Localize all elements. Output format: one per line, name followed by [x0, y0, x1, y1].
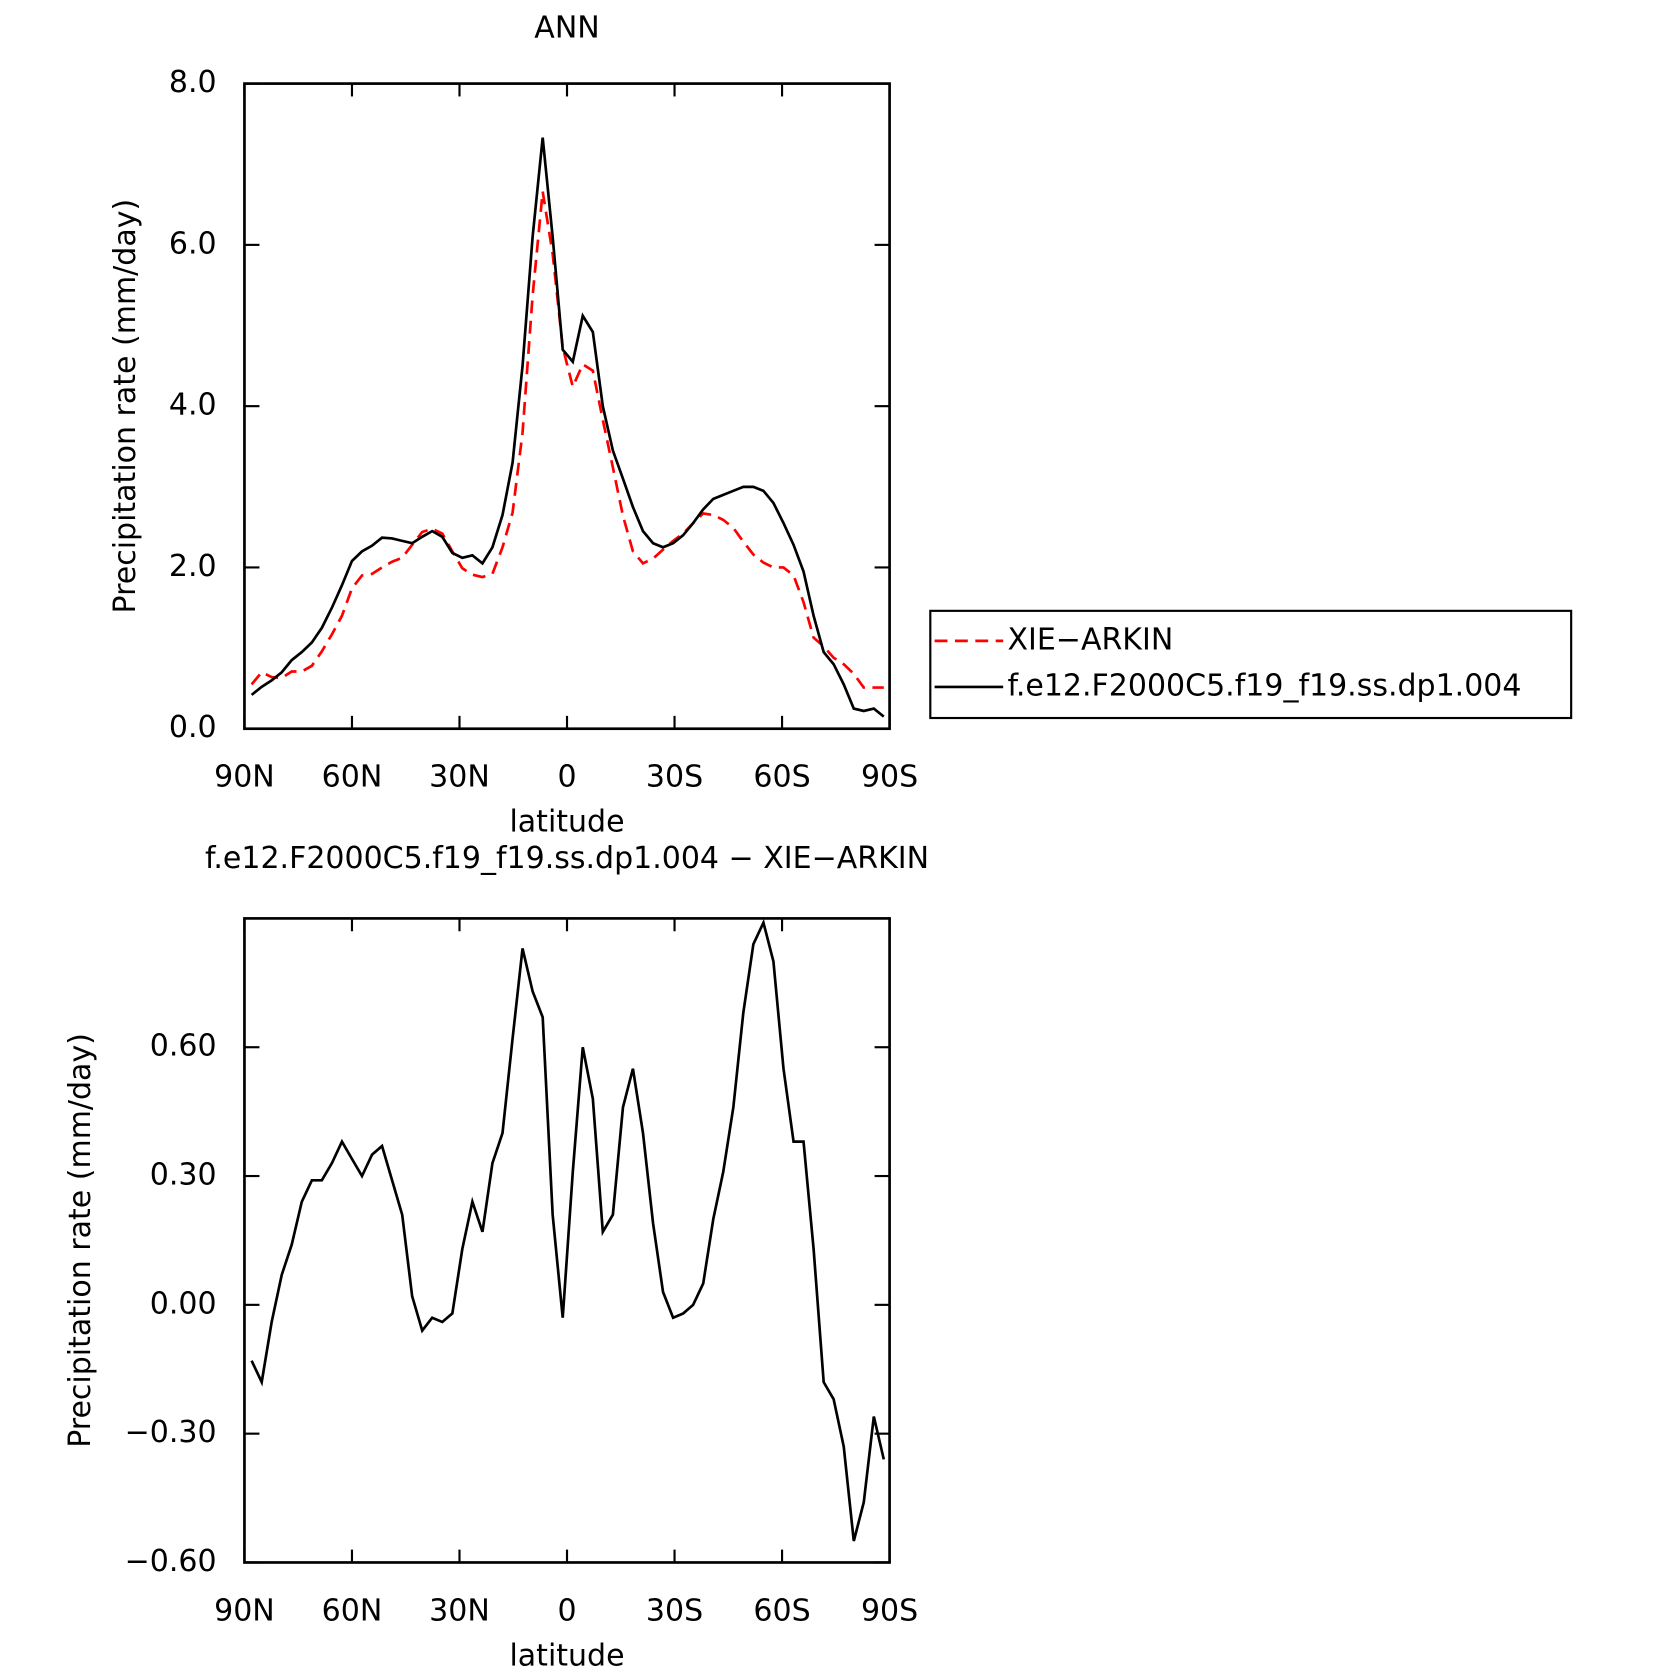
y-tick-label: 0.00 [150, 1286, 217, 1321]
legend-box [929, 609, 1573, 720]
y-tick-label: 0.60 [150, 1029, 217, 1064]
y-tick-label: 0.30 [150, 1158, 217, 1193]
x-axis-label: latitude [509, 805, 624, 840]
x-axis-label: latitude [509, 1638, 624, 1673]
x-tick-label: 60N [322, 760, 383, 795]
data-line [250, 918, 886, 1542]
x-tick-label: 60S [753, 1593, 810, 1628]
x-tick-label: 0 [557, 1593, 576, 1628]
plot-frame [243, 82, 891, 731]
x-tick-label: 30N [429, 760, 490, 795]
x-tick-label: 90S [861, 1593, 918, 1628]
x-tick-label: 30N [429, 1593, 490, 1628]
data-line [250, 191, 884, 689]
x-tick-label: 0 [557, 760, 576, 795]
x-tick-label: 90N [214, 1593, 275, 1628]
y-axis-label: Precipitation rate (mm/day) [108, 199, 143, 614]
x-tick-label: 30S [646, 760, 703, 795]
x-tick-label: 30S [646, 1593, 703, 1628]
y-axis-label: Precipitation rate (mm/day) [63, 1033, 98, 1448]
data-line [250, 137, 885, 718]
y-tick-label: 8.0 [169, 65, 217, 100]
y-tick-label: 0.0 [169, 710, 217, 745]
y-tick-label: 4.0 [169, 388, 217, 423]
legend-label: f.e12.F2000C5.f19_f19.ss.dp1.004 [1007, 668, 1521, 703]
chart-title: ANN [534, 10, 599, 45]
x-tick-label: 90S [861, 760, 918, 795]
x-tick-label: 90N [214, 760, 275, 795]
y-tick-label: −0.30 [125, 1415, 217, 1450]
y-tick-label: 6.0 [169, 226, 217, 261]
y-tick-label: −0.60 [125, 1544, 217, 1579]
y-tick-label: 2.0 [169, 549, 217, 584]
x-tick-label: 60N [322, 1593, 383, 1628]
legend-label: XIE−ARKIN [1007, 622, 1173, 657]
x-tick-label: 60S [753, 760, 810, 795]
chart-title: f.e12.F2000C5.f19_f19.ss.dp1.004 − XIE−A… [205, 841, 929, 876]
